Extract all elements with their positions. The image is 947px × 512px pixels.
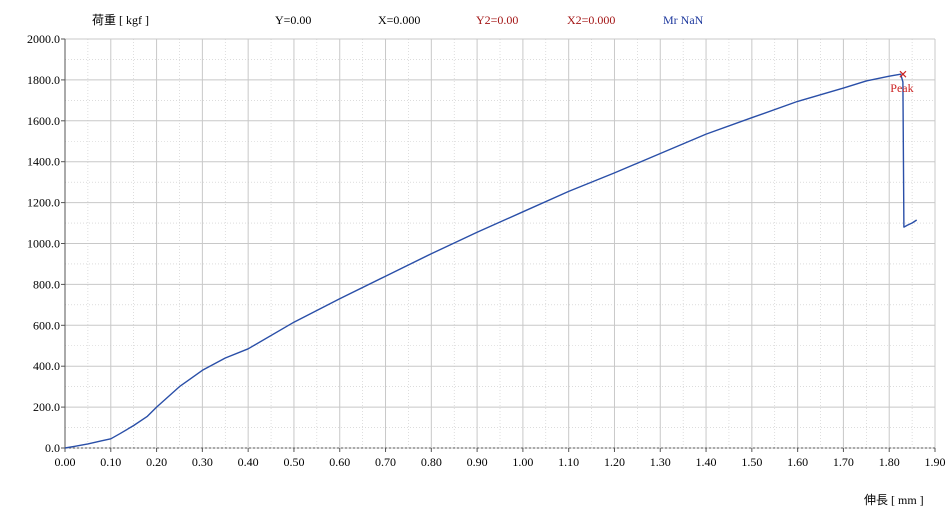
x-tick-label: 1.30 [650, 455, 671, 469]
status-y2: Y2=0.00 [476, 13, 519, 27]
status-y: Y=0.00 [275, 13, 312, 27]
x-tick-label: 0.90 [467, 455, 488, 469]
x-tick-label: 1.60 [787, 455, 808, 469]
x-tick-label: 0.70 [375, 455, 396, 469]
y-tick-label: 800.0 [33, 277, 60, 291]
y-tick-label: 1800.0 [27, 73, 60, 87]
x-tick-label: 1.20 [604, 455, 625, 469]
x-tick-label: 1.40 [696, 455, 717, 469]
y-tick-label: 400.0 [33, 359, 60, 373]
x-tick-label: 1.90 [925, 455, 946, 469]
x-tick-label: 1.70 [833, 455, 854, 469]
peak-marker [899, 70, 907, 78]
x-tick-label: 0.50 [283, 455, 304, 469]
x-tick-label: 0.40 [238, 455, 259, 469]
load-elongation-series-line [64, 73, 918, 449]
x-tick-label: 1.50 [741, 455, 762, 469]
status-x2: X2=0.000 [567, 13, 616, 27]
status-mr: Mr NaN [663, 13, 704, 27]
x-tick-label: 1.80 [879, 455, 900, 469]
x-tick-label: 0.20 [146, 455, 167, 469]
x-tick-label: 0.60 [329, 455, 350, 469]
x-axis-title: 伸長 [ mm ] [864, 493, 924, 507]
y-tick-label: 1000.0 [27, 237, 60, 251]
y-tick-label: 2000.0 [27, 32, 60, 46]
x-tick-label: 0.00 [55, 455, 76, 469]
y-tick-label: 200.0 [33, 400, 60, 414]
y-tick-label: 1600.0 [27, 114, 60, 128]
y-tick-label: 1400.0 [27, 155, 60, 169]
y-tick-label: 1200.0 [27, 196, 60, 210]
y-tick-label: 0.0 [45, 441, 60, 455]
x-tick-label: 1.10 [558, 455, 579, 469]
x-tick-label: 0.30 [192, 455, 213, 469]
y-axis-title: 荷重 [ kgf ] [92, 13, 149, 27]
status-x: X=0.000 [378, 13, 421, 27]
y-tick-label: 600.0 [33, 318, 60, 332]
x-tick-label: 0.80 [421, 455, 442, 469]
peak-label: Peak [890, 81, 913, 95]
x-tick-label: 0.10 [100, 455, 121, 469]
x-tick-label: 1.00 [512, 455, 533, 469]
